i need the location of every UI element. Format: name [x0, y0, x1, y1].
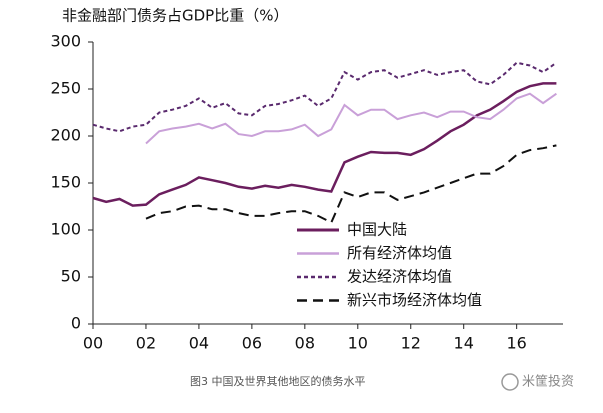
x-tick-label: 00: [83, 334, 103, 353]
chart-title: 非金融部门债务占GDP比重（%）: [62, 7, 288, 25]
series-line: [145, 144, 557, 224]
x-tick-label: 04: [189, 334, 209, 353]
watermark-icon: [501, 373, 519, 391]
y-tick-label: 0: [71, 314, 81, 333]
caption: 图3 中国及世界其他地区的债务水平: [190, 374, 366, 388]
series-line: [92, 82, 557, 207]
x-tick-label: 10: [348, 334, 368, 353]
y-tick-label: 150: [50, 173, 81, 192]
legend-label: 新兴市场经济体均值: [347, 291, 482, 309]
y-tick-label: 300: [50, 32, 81, 51]
x-tick-label: 06: [242, 334, 262, 353]
x-tick-label: 02: [136, 334, 156, 353]
legend-label: 发达经济体均值: [347, 268, 452, 286]
series-line: [92, 61, 557, 133]
x-tick-label: 14: [454, 334, 474, 353]
legend-label: 中国大陆: [347, 221, 407, 239]
y-tick-label: 200: [50, 126, 81, 145]
x-tick-label: 12: [401, 334, 421, 353]
legend-label: 所有经济体均值: [347, 244, 452, 262]
y-tick-label: 50: [61, 267, 81, 286]
y-tick-label: 250: [50, 79, 81, 98]
watermark: 米筐投资: [522, 374, 574, 390]
x-tick-label: 08: [295, 334, 315, 353]
series-line: [145, 92, 557, 145]
y-tick-label: 100: [50, 220, 81, 239]
x-tick-label: 16: [506, 334, 526, 353]
